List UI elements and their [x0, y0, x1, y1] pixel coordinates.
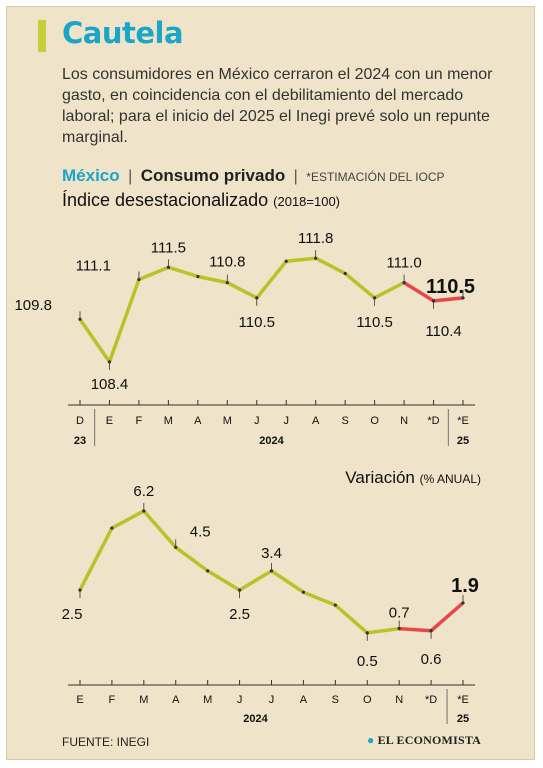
year-label: 25: [457, 713, 469, 725]
data-label: 110.8: [209, 254, 245, 271]
data-label: 2.5: [62, 606, 83, 623]
x-tick-label: F: [109, 694, 116, 706]
year-label: 25: [457, 435, 469, 447]
data-point: [343, 271, 347, 276]
x-tick-label: E: [76, 694, 83, 706]
data-label: 108.4: [91, 376, 129, 393]
x-tick-label: N: [400, 415, 408, 427]
data-label: 111.5: [151, 239, 186, 256]
x-tick-label: O: [370, 415, 379, 427]
x-tick-label: S: [341, 415, 348, 427]
data-label: 110.5: [239, 314, 275, 331]
x-tick-label: M: [203, 694, 212, 706]
x-tick-label: M: [164, 415, 173, 427]
separator: |: [128, 168, 133, 185]
data-label: 4.5: [190, 523, 211, 540]
country-label: México: [62, 166, 120, 185]
data-label: 110.4: [425, 323, 461, 340]
x-tick-label: *D: [427, 415, 439, 427]
x-tick-label: J: [283, 415, 289, 427]
data-point: [301, 590, 306, 594]
data-label: 3.4: [261, 545, 282, 562]
data-label: 110.5: [426, 276, 475, 298]
title-accent-bar: [38, 20, 46, 52]
x-tick-label: M: [139, 694, 148, 706]
x-tick-label: J: [254, 415, 260, 427]
logo-mark-icon: ●: [366, 733, 375, 747]
data-label: 111.0: [386, 255, 421, 272]
variation-title-text: Variación: [345, 468, 415, 487]
x-tick-label: O: [363, 694, 372, 706]
source-note: FUENTE: INEGI: [62, 735, 150, 749]
x-tick-label: J: [269, 694, 275, 706]
series-line-actual: [78, 256, 405, 364]
x-tick-label: N: [395, 694, 403, 706]
page-title: Cautela: [62, 16, 184, 50]
year-label: 23: [74, 435, 86, 447]
data-label: 109.8: [14, 297, 52, 314]
data-point: [333, 603, 337, 607]
x-tick-label: S: [332, 694, 339, 706]
infographic-panel: [6, 6, 535, 760]
data-label: 0.5: [357, 653, 378, 670]
data-point: [174, 545, 178, 549]
data-point: [110, 526, 114, 530]
intro-text: Los consumidores en México cerraron el 2…: [62, 66, 493, 146]
x-tick-label: *D: [425, 694, 437, 706]
x-tick-label: D: [76, 415, 84, 427]
index-title-text: Índice desestacionalizado: [62, 190, 269, 210]
x-tick-label: A: [194, 415, 202, 427]
index-chart-title: Índice desestacionalizado (2018=100): [62, 190, 340, 211]
year-label: 2024: [243, 713, 268, 725]
data-point: [206, 569, 210, 573]
separator: |: [293, 168, 298, 185]
chart-subheading: México | Consumo privado | *ESTIMACIÓN D…: [62, 166, 445, 186]
data-label: 0.6: [421, 651, 442, 668]
data-label: 1.9: [451, 575, 479, 597]
data-label: 0.7: [389, 605, 410, 622]
x-tick-label: A: [172, 694, 180, 706]
year-label: 2024: [259, 435, 284, 447]
x-tick-label: A: [300, 694, 308, 706]
publisher-logo: ● EL ECONOMISTA: [367, 733, 481, 748]
x-tick-label: M: [223, 415, 232, 427]
data-label: 111.1: [76, 258, 111, 275]
x-tick-label: *E: [457, 694, 469, 706]
index-title-unit: (2018=100): [273, 194, 341, 209]
x-tick-label: F: [136, 415, 143, 427]
data-label: 110.5: [356, 314, 392, 331]
data-label: 6.2: [133, 483, 154, 500]
x-tick-label: A: [312, 415, 320, 427]
topic-label: Consumo privado: [140, 166, 286, 185]
variation-title-unit: (% ANUAL): [419, 472, 481, 486]
estimate-note: *ESTIMACIÓN DEL IOCP: [306, 170, 445, 184]
data-point: [284, 259, 288, 263]
data-label: 2.5: [229, 606, 250, 623]
x-tick-label: E: [106, 415, 113, 427]
logo-text: EL ECONOMISTA: [377, 733, 481, 747]
data-point: [196, 274, 200, 279]
variation-chart-title: Variación (% ANUAL): [345, 468, 481, 488]
data-label: 111.8: [298, 230, 333, 247]
x-tick-label: *E: [457, 415, 469, 427]
x-tick-label: J: [237, 694, 243, 706]
